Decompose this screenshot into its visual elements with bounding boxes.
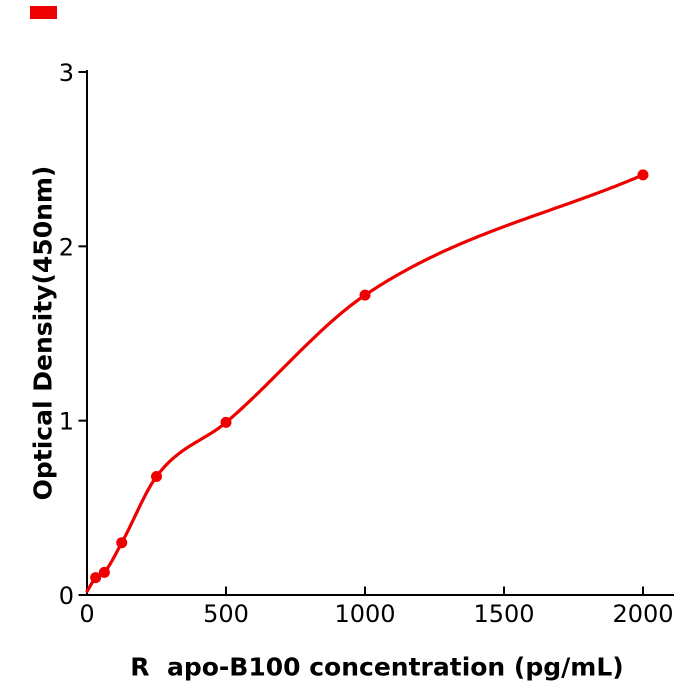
data-point — [637, 169, 649, 181]
x-axis-title: R apo-B100 concentration (pg/mL) — [130, 652, 624, 682]
data-point — [90, 572, 102, 584]
data-point — [151, 470, 162, 482]
x-tick-label: 500 — [203, 600, 249, 628]
x-tick-label: 1500 — [473, 600, 534, 628]
y-tick-label: 3 — [59, 59, 74, 87]
y-axis-title: Optical Density(450nm) — [28, 165, 58, 501]
y-tick-label: 0 — [59, 582, 74, 610]
corner-brand-mark — [30, 6, 57, 19]
data-point — [359, 289, 371, 301]
x-tick-label: 1000 — [334, 600, 395, 628]
data-point — [116, 537, 128, 549]
y-tick-label: 1 — [59, 408, 74, 436]
x-tick-label: 2000 — [612, 600, 673, 628]
x-tick-label: 0 — [79, 600, 94, 628]
y-tick-label: 2 — [59, 233, 74, 261]
fit-curve — [85, 173, 645, 594]
data-point — [98, 566, 110, 578]
data-point — [220, 416, 232, 428]
